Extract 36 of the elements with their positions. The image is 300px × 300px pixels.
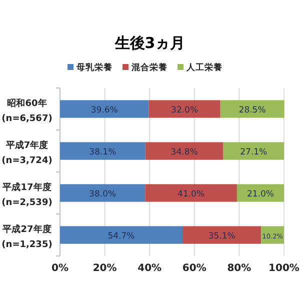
bar (145, 142, 224, 160)
x-tick-label: 100% (268, 263, 300, 274)
bar (60, 184, 146, 202)
y-tick-label: 平成7年度 (n=3,724) (2, 140, 52, 166)
data-label: 32.0% (171, 106, 198, 116)
x-tick-label: 80% (227, 263, 252, 274)
data-label: 39.6% (90, 106, 118, 116)
data-label: 28.5% (238, 106, 266, 116)
data-label: 34.8% (170, 148, 198, 158)
data-label: 38.0% (89, 190, 116, 200)
x-tick-label: 60% (182, 263, 206, 274)
bar (60, 100, 149, 118)
data-label: 27.1% (240, 148, 268, 158)
bar (223, 142, 284, 160)
bar (60, 226, 183, 244)
bar (220, 100, 284, 118)
x-tick-label: 0% (52, 263, 68, 274)
bar (182, 226, 262, 244)
bar (60, 142, 146, 160)
data-label: 41.0% (178, 190, 205, 200)
y-tick-label: 昭和60年 (n=6,567) (2, 98, 52, 124)
bar (236, 184, 284, 202)
y-tick-label: 平成27年度 (n=1,235) (2, 224, 52, 250)
legend-label: 混合栄養 (130, 62, 168, 73)
data-label: 21.0% (246, 190, 274, 200)
chart-title: 生後3ヵ月 (114, 34, 186, 52)
x-tick-label: 20% (92, 263, 117, 274)
data-label: 38.1% (89, 148, 116, 158)
legend-label: 人工栄養 (186, 62, 222, 73)
y-tick-label: 平成17年度 (n=2,539) (2, 182, 52, 208)
bar (145, 184, 237, 202)
x-tick-label: 40% (138, 263, 162, 274)
bar (148, 100, 220, 118)
legend-label: 母乳栄養 (76, 62, 112, 73)
data-label: 54.7% (108, 232, 135, 242)
data-label: 35.1% (208, 232, 236, 242)
